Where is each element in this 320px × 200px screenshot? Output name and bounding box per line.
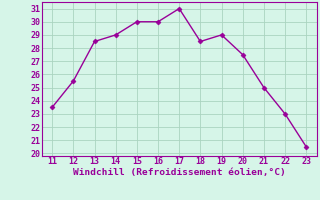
X-axis label: Windchill (Refroidissement éolien,°C): Windchill (Refroidissement éolien,°C) — [73, 168, 285, 177]
